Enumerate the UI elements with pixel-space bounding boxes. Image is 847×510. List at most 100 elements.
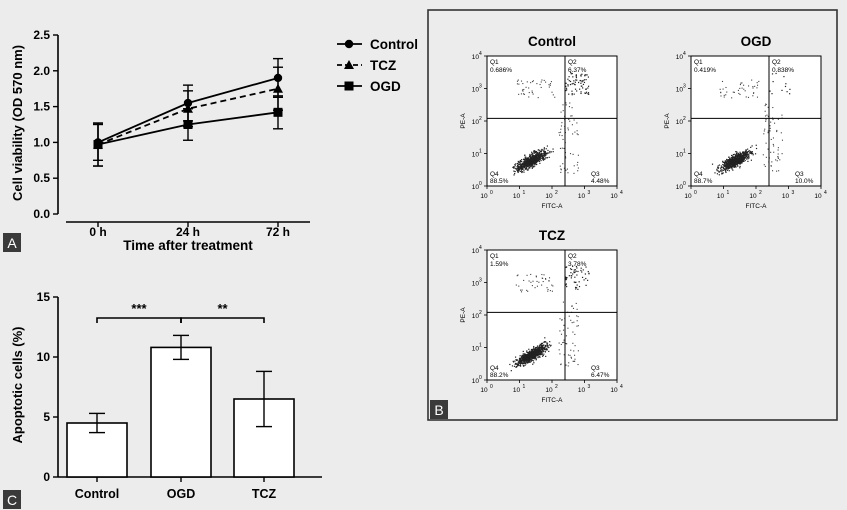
flow-y-tick-label: 10 bbox=[676, 87, 684, 94]
quadrant-q3-value: 6.47% bbox=[591, 372, 610, 379]
flow-y-tick-label: 10 bbox=[676, 152, 684, 159]
flow-y-tick-exponent: 0 bbox=[683, 181, 686, 187]
panel-c-y-tick-label: 0 bbox=[43, 470, 50, 484]
flow-x-tick-exponent: 1 bbox=[727, 190, 730, 196]
flow-x-tick-label: 10 bbox=[578, 193, 586, 200]
panel-a-x-tick-label: 72 h bbox=[266, 225, 290, 239]
flow-y-tick-exponent: 4 bbox=[683, 51, 686, 57]
point-tcz bbox=[273, 83, 283, 93]
point-ogd bbox=[93, 140, 103, 150]
legend-label-tcz: TCZ bbox=[370, 58, 396, 73]
quadrant-q3-label: Q3 bbox=[591, 365, 600, 372]
point-ogd bbox=[273, 107, 283, 117]
flow-dots bbox=[711, 72, 791, 176]
quadrant-q1-value: 0.419% bbox=[694, 67, 716, 74]
quadrant-q3-label: Q3 bbox=[591, 171, 600, 178]
panel-c-y-tick-label: 5 bbox=[43, 410, 50, 424]
panel-c-y-tick-label: 15 bbox=[37, 290, 51, 304]
quadrant-q3-value: 4.48% bbox=[591, 178, 610, 185]
panel-a-y-axis-label: Cell viability (OD 570 nm) bbox=[10, 45, 25, 201]
panel-b-letter-badge: B bbox=[430, 400, 448, 419]
flow-y-tick-label: 10 bbox=[472, 119, 480, 126]
quadrant-q4-label: Q4 bbox=[694, 171, 703, 178]
flow-y-axis-label: PE-A bbox=[460, 307, 467, 323]
flow-x-tick-label: 10 bbox=[684, 193, 692, 200]
quadrant-q4-value: 88.5% bbox=[490, 178, 509, 185]
flow-dots bbox=[512, 71, 590, 176]
flow-y-tick-label: 10 bbox=[472, 281, 480, 288]
flow-x-tick-label: 10 bbox=[480, 387, 488, 394]
panel-c-x-tick-label: TCZ bbox=[252, 487, 277, 501]
flow-x-tick-label: 10 bbox=[749, 193, 757, 200]
quadrant-q1-label: Q1 bbox=[490, 253, 499, 260]
flow-y-tick-exponent: 3 bbox=[479, 84, 482, 90]
flow-y-tick-exponent: 4 bbox=[479, 245, 482, 251]
flow-x-tick-exponent: 0 bbox=[490, 190, 493, 196]
legend-marker-control bbox=[344, 39, 354, 49]
flow-y-tick-label: 10 bbox=[472, 248, 480, 255]
quadrant-q4-value: 88.2% bbox=[490, 372, 509, 379]
flow-y-tick-exponent: 2 bbox=[683, 116, 686, 122]
flow-x-tick-exponent: 4 bbox=[620, 190, 623, 196]
svg-text:A: A bbox=[7, 235, 17, 251]
panel-a-y-tick-label: 0.0 bbox=[33, 207, 50, 221]
flow-plot-title: TCZ bbox=[539, 228, 565, 243]
panel-c-x-tick-label: Control bbox=[75, 487, 119, 501]
panel-a-y-tick-label: 2.0 bbox=[33, 64, 50, 78]
flow-x-tick-label: 10 bbox=[545, 193, 553, 200]
flow-x-tick-exponent: 1 bbox=[523, 384, 526, 390]
legend-label-ogd: OGD bbox=[370, 79, 401, 94]
quadrant-q3-value: 10.0% bbox=[795, 178, 814, 185]
significance-label: *** bbox=[131, 301, 147, 316]
quadrant-q2-value: 3.78% bbox=[568, 261, 587, 268]
flow-y-tick-exponent: 2 bbox=[479, 310, 482, 316]
flow-y-tick-exponent: 1 bbox=[479, 149, 482, 155]
legend-marker-ogd bbox=[344, 81, 354, 91]
quadrant-q2-label: Q2 bbox=[568, 59, 577, 66]
flow-y-tick-label: 10 bbox=[472, 87, 480, 94]
svg-text:B: B bbox=[434, 402, 443, 418]
panel-c-y-tick-label: 10 bbox=[37, 350, 51, 364]
flow-x-axis-label: FITC-A bbox=[542, 203, 564, 210]
quadrant-q4-label: Q4 bbox=[490, 171, 499, 178]
panel-a-x-axis-label: Time after treatment bbox=[123, 238, 253, 253]
flow-x-tick-label: 10 bbox=[610, 387, 618, 394]
flow-x-tick-label: 10 bbox=[782, 193, 790, 200]
flow-x-tick-exponent: 4 bbox=[824, 190, 827, 196]
line-tcz bbox=[97, 87, 279, 146]
panel-a-y-tick-label: 1.0 bbox=[33, 135, 50, 149]
quadrant-q2-value: 0.838% bbox=[772, 67, 794, 74]
svg-text:C: C bbox=[7, 492, 17, 508]
flow-y-tick-exponent: 1 bbox=[479, 343, 482, 349]
flow-y-tick-label: 10 bbox=[676, 54, 684, 61]
flow-x-tick-label: 10 bbox=[480, 193, 488, 200]
flow-y-axis-label: PE-A bbox=[664, 113, 671, 129]
panel-a-y-tick-label: 1.5 bbox=[33, 100, 50, 114]
significance-bracket bbox=[96, 317, 182, 323]
flow-x-tick-label: 10 bbox=[578, 387, 586, 394]
bar-ogd bbox=[150, 346, 212, 478]
flow-y-tick-label: 10 bbox=[472, 313, 480, 320]
flow-y-tick-label: 10 bbox=[676, 119, 684, 126]
flow-x-tick-label: 10 bbox=[513, 387, 521, 394]
flow-x-tick-exponent: 0 bbox=[694, 190, 697, 196]
legend-marker-tcz bbox=[344, 60, 354, 69]
quadrant-q1-label: Q1 bbox=[490, 59, 499, 66]
flow-plot-frame bbox=[486, 55, 618, 187]
panel-a-x-tick-label: 24 h bbox=[176, 225, 200, 239]
series-ogd bbox=[93, 95, 283, 167]
significance-bracket bbox=[180, 317, 265, 323]
quadrant-q2-label: Q2 bbox=[568, 253, 577, 260]
panel-a-y-tick-label: 0.5 bbox=[33, 171, 50, 185]
flow-y-tick-exponent: 0 bbox=[479, 375, 482, 381]
significance-label: ** bbox=[217, 301, 228, 316]
flow-x-tick-exponent: 0 bbox=[490, 384, 493, 390]
flow-y-tick-label: 10 bbox=[472, 184, 480, 191]
flow-x-tick-exponent: 3 bbox=[588, 384, 591, 390]
quadrant-q1-label: Q1 bbox=[694, 59, 703, 66]
